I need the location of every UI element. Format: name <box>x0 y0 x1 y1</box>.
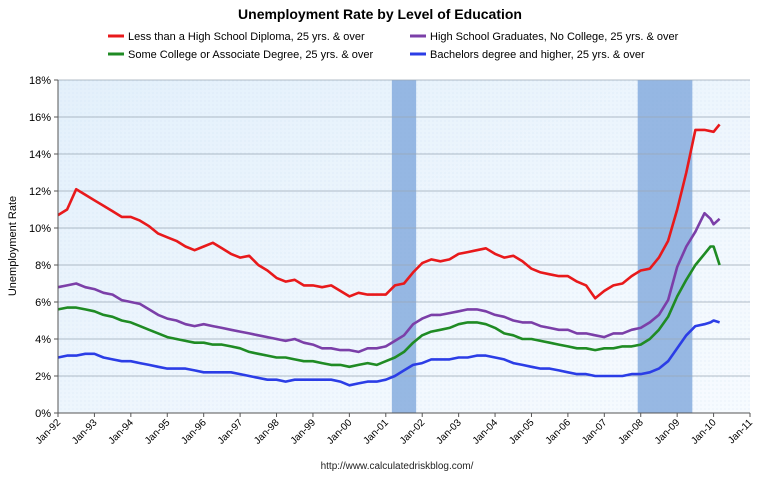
x-tick-label: Jan-03 <box>434 417 464 447</box>
x-tick-label: Jan-95 <box>143 417 173 447</box>
x-tick-label: Jan-06 <box>544 417 574 447</box>
source-url: http://www.calculatedriskblog.com/ <box>321 461 474 472</box>
y-tick-label: 16% <box>29 112 51 124</box>
y-tick-label: 14% <box>29 149 51 161</box>
legend-label: High School Graduates, No College, 25 yr… <box>430 31 679 43</box>
y-tick-label: 4% <box>35 334 51 346</box>
x-tick-label: Jan-05 <box>507 417 537 447</box>
legend-label: Bachelors degree and higher, 25 yrs. & o… <box>430 49 645 61</box>
y-tick-label: 2% <box>35 371 51 383</box>
legend-label: Less than a High School Diploma, 25 yrs.… <box>128 31 365 43</box>
series-line-4 <box>57 319 720 387</box>
y-tick-label: 10% <box>29 223 51 235</box>
y-axis-label: Unemployment Rate <box>7 196 19 296</box>
x-tick-label: Jan-07 <box>580 417 610 447</box>
x-tick-label: Jan-02 <box>398 417 428 447</box>
recession-shading <box>391 80 693 413</box>
chart-legend: Less than a High School Diploma, 25 yrs.… <box>108 31 679 61</box>
y-tick-label: 12% <box>29 186 51 198</box>
recession-band <box>391 80 417 413</box>
x-tick-label: Jan-01 <box>362 417 392 447</box>
x-tick-label: Jan-09 <box>653 417 683 447</box>
x-tick-label: Jan-00 <box>325 417 355 447</box>
y-tick-label: 6% <box>35 297 51 309</box>
x-tick-label: Jan-94 <box>107 417 137 447</box>
x-tick-label: Jan-92 <box>34 417 64 447</box>
x-tick-label: Jan-93 <box>70 417 100 447</box>
y-tick-label: 8% <box>35 260 51 272</box>
series-line-1 <box>57 123 721 300</box>
series-line-3 <box>57 245 721 369</box>
series-lines <box>57 123 721 387</box>
y-tick-label: 0% <box>35 408 51 420</box>
legend-label: Some College or Associate Degree, 25 yrs… <box>128 49 374 61</box>
x-tick-label: Jan-08 <box>616 417 646 447</box>
y-tick-label: 18% <box>29 75 51 87</box>
x-tick-label: Jan-98 <box>252 417 282 447</box>
series-line-2 <box>57 211 721 354</box>
gridlines <box>58 79 750 377</box>
x-tick-label: Jan-04 <box>471 417 501 447</box>
x-tick-label: Jan-11 <box>726 417 755 446</box>
x-tick-label: Jan-99 <box>289 417 319 447</box>
x-tick-label: Jan-10 <box>689 417 719 447</box>
x-tick-label: Jan-96 <box>179 417 209 447</box>
x-tick-label: Jan-97 <box>216 417 246 447</box>
chart-title: Unemployment Rate by Level of Education <box>238 6 522 22</box>
